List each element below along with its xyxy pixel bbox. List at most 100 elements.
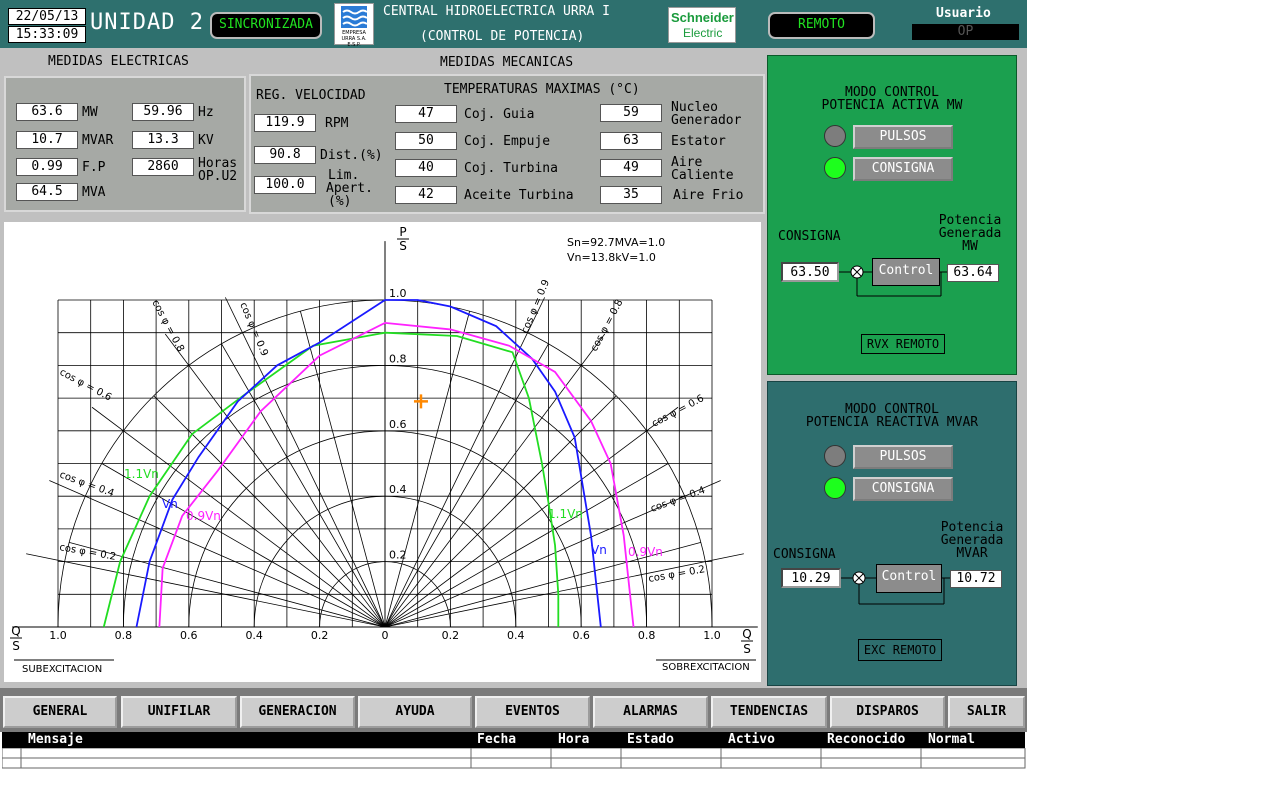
cos-phi-label: cos φ = 0.8 xyxy=(589,298,626,354)
kv-unit: KV xyxy=(198,133,214,148)
active-gen-line1: Potencia xyxy=(938,213,1002,228)
reactive-gen-line2: Generada xyxy=(940,533,1004,548)
cos-phi-line xyxy=(91,406,386,628)
message-table-header xyxy=(2,732,1025,748)
x-tick-label: 0.8 xyxy=(638,629,656,642)
hours-value: 2860 xyxy=(132,158,194,176)
exc-remote-button[interactable]: EXC REMOTO xyxy=(858,639,942,661)
msg-col-fecha: Fecha xyxy=(477,732,517,747)
reactive-panel-title-line1: MODO CONTROL xyxy=(845,402,939,417)
time-display: 15:33:09 xyxy=(8,26,86,43)
nominal-power-info: Sn=92.7MVA=1.0 xyxy=(567,236,665,249)
active-control-diagram xyxy=(839,265,948,297)
user-field[interactable]: OP xyxy=(912,24,1019,40)
operating-point-marker xyxy=(413,394,428,409)
curve-label-0-9vn-right: 0.9Vn xyxy=(628,545,663,559)
temp-estator-label: Estator xyxy=(671,134,726,149)
curve-label-1-1vn-left: 1.1Vn xyxy=(124,467,159,481)
nav-ayuda-button[interactable]: AYUDA xyxy=(358,696,472,728)
mva-unit: MVA xyxy=(82,185,106,200)
y-tick-label: 1.0 xyxy=(389,287,407,300)
reactive-control-diagram xyxy=(841,571,950,605)
curve-0-9vn xyxy=(158,321,635,628)
radial-line xyxy=(384,463,669,628)
y-tick-label: 0.2 xyxy=(389,549,407,562)
rpm-value: 119.9 xyxy=(254,114,316,132)
nav-alarmas-button[interactable]: ALARMAS xyxy=(593,696,708,728)
nav-tendencias-button[interactable]: TENDENCIAS xyxy=(711,696,827,728)
temp-coj-guia-value: 47 xyxy=(395,105,457,123)
temp-aire-frio-label: Aire Frio xyxy=(673,188,744,203)
temp-aire-frio-value: 35 xyxy=(600,186,662,204)
sync-status-badge: SINCRONIZADA xyxy=(210,12,322,39)
reactive-pulsos-button[interactable]: PULSOS xyxy=(853,445,953,469)
curve-label-vn-right: Vn xyxy=(591,543,607,557)
reactive-consigna-lamp xyxy=(824,477,846,499)
fp-unit: F.P xyxy=(82,160,106,175)
x-tick-label: 1.0 xyxy=(49,629,67,642)
msg-col-activo: Activo xyxy=(728,732,775,747)
mode-status-badge: REMOTO xyxy=(768,12,875,39)
schneider-logo: Schneider Electric xyxy=(668,7,736,43)
hours-unit-line1: Horas xyxy=(198,156,238,171)
nav-eventos-button[interactable]: EVENTOS xyxy=(475,696,590,728)
hours-unit-line2: OP.U2 xyxy=(198,169,238,184)
radial-line xyxy=(299,311,386,628)
msg-col-normal: Normal xyxy=(928,732,975,747)
temp-coj-turbina-label: Coj. Turbina xyxy=(464,161,558,176)
nav-unifilar-button[interactable]: UNIFILAR xyxy=(121,696,237,728)
curve-1-1vn xyxy=(102,331,560,628)
urra-logo: EMPRESA URRA S.A. E.S.P. xyxy=(334,3,374,48)
active-gen-line3: MW xyxy=(962,239,978,254)
active-panel-title-line2: POTENCIA ACTIVA MW xyxy=(821,98,963,113)
cos-phi-label: cos φ = 0.9 xyxy=(237,301,269,358)
cos-phi-line xyxy=(384,406,679,628)
reactive-power-panel xyxy=(767,381,1017,686)
temp-coj-turbina-value: 40 xyxy=(395,159,457,177)
active-consigna-title: CONSIGNA xyxy=(778,229,841,244)
kv-value: 13.3 xyxy=(132,131,194,149)
message-table-body[interactable] xyxy=(2,748,1026,770)
nav-disparos-button[interactable]: DISPAROS xyxy=(830,696,945,728)
msg-col-reconocido: Reconocido xyxy=(827,732,906,747)
date-display: 22/05/13 xyxy=(8,8,86,25)
rvx-remote-button[interactable]: RVX REMOTO xyxy=(861,334,945,354)
temp-aceite-turbina-value: 42 xyxy=(395,186,457,204)
vendor-line1: Schneider xyxy=(671,10,734,25)
active-pulsos-button[interactable]: PULSOS xyxy=(853,125,953,149)
q-axis-label-num-right: Q xyxy=(742,627,751,641)
reactive-consigna-button[interactable]: CONSIGNA xyxy=(853,477,953,501)
radial-line xyxy=(384,343,549,628)
x-tick-label: 0 xyxy=(382,629,389,642)
cos-phi-line xyxy=(164,333,386,628)
temp-nucleo-label-line1: Nucleo xyxy=(671,100,718,115)
active-setpoint-input[interactable]: 63.50 xyxy=(781,262,839,282)
lim-unit-line1: Lim. xyxy=(328,168,360,183)
nav-salir-button[interactable]: SALIR xyxy=(948,696,1025,728)
mechanical-panel xyxy=(249,74,765,214)
curve-label-vn-left: Vn xyxy=(162,497,178,511)
active-consigna-button[interactable]: CONSIGNA xyxy=(853,157,953,181)
cos-phi-label: cos φ = 0.6 xyxy=(650,393,706,430)
reactive-control-block: Control xyxy=(876,564,942,593)
q-axis-label-den-right: S xyxy=(743,642,751,656)
logo-caption: EMPRESA URRA S.A. E.S.P. xyxy=(341,30,367,48)
temp-aceite-turbina-label: Aceite Turbina xyxy=(464,188,574,203)
active-pulsos-lamp xyxy=(824,125,846,147)
dist-value: 90.8 xyxy=(254,146,316,164)
plant-subtitle: (CONTROL DE POTENCIA) xyxy=(420,29,585,44)
reactive-setpoint-input[interactable]: 10.29 xyxy=(781,568,841,588)
temp-coj-guia-label: Coj. Guia xyxy=(464,107,535,122)
cos-phi-line xyxy=(26,553,386,628)
nominal-voltage-info: Vn=13.8kV=1.0 xyxy=(567,251,656,264)
active-power-panel xyxy=(767,55,1017,375)
radial-line xyxy=(101,463,386,628)
p-axis-label-den: S xyxy=(399,239,407,253)
temp-coj-empuje-label: Coj. Empuje xyxy=(464,134,551,149)
nav-general-button[interactable]: GENERAL xyxy=(3,696,117,728)
cos-phi-line xyxy=(384,333,606,628)
cos-phi-line xyxy=(384,297,546,628)
lim-unit-line3: (%) xyxy=(328,194,352,209)
nav-generacion-button[interactable]: GENERACION xyxy=(240,696,355,728)
x-tick-label: 0.6 xyxy=(572,629,590,642)
